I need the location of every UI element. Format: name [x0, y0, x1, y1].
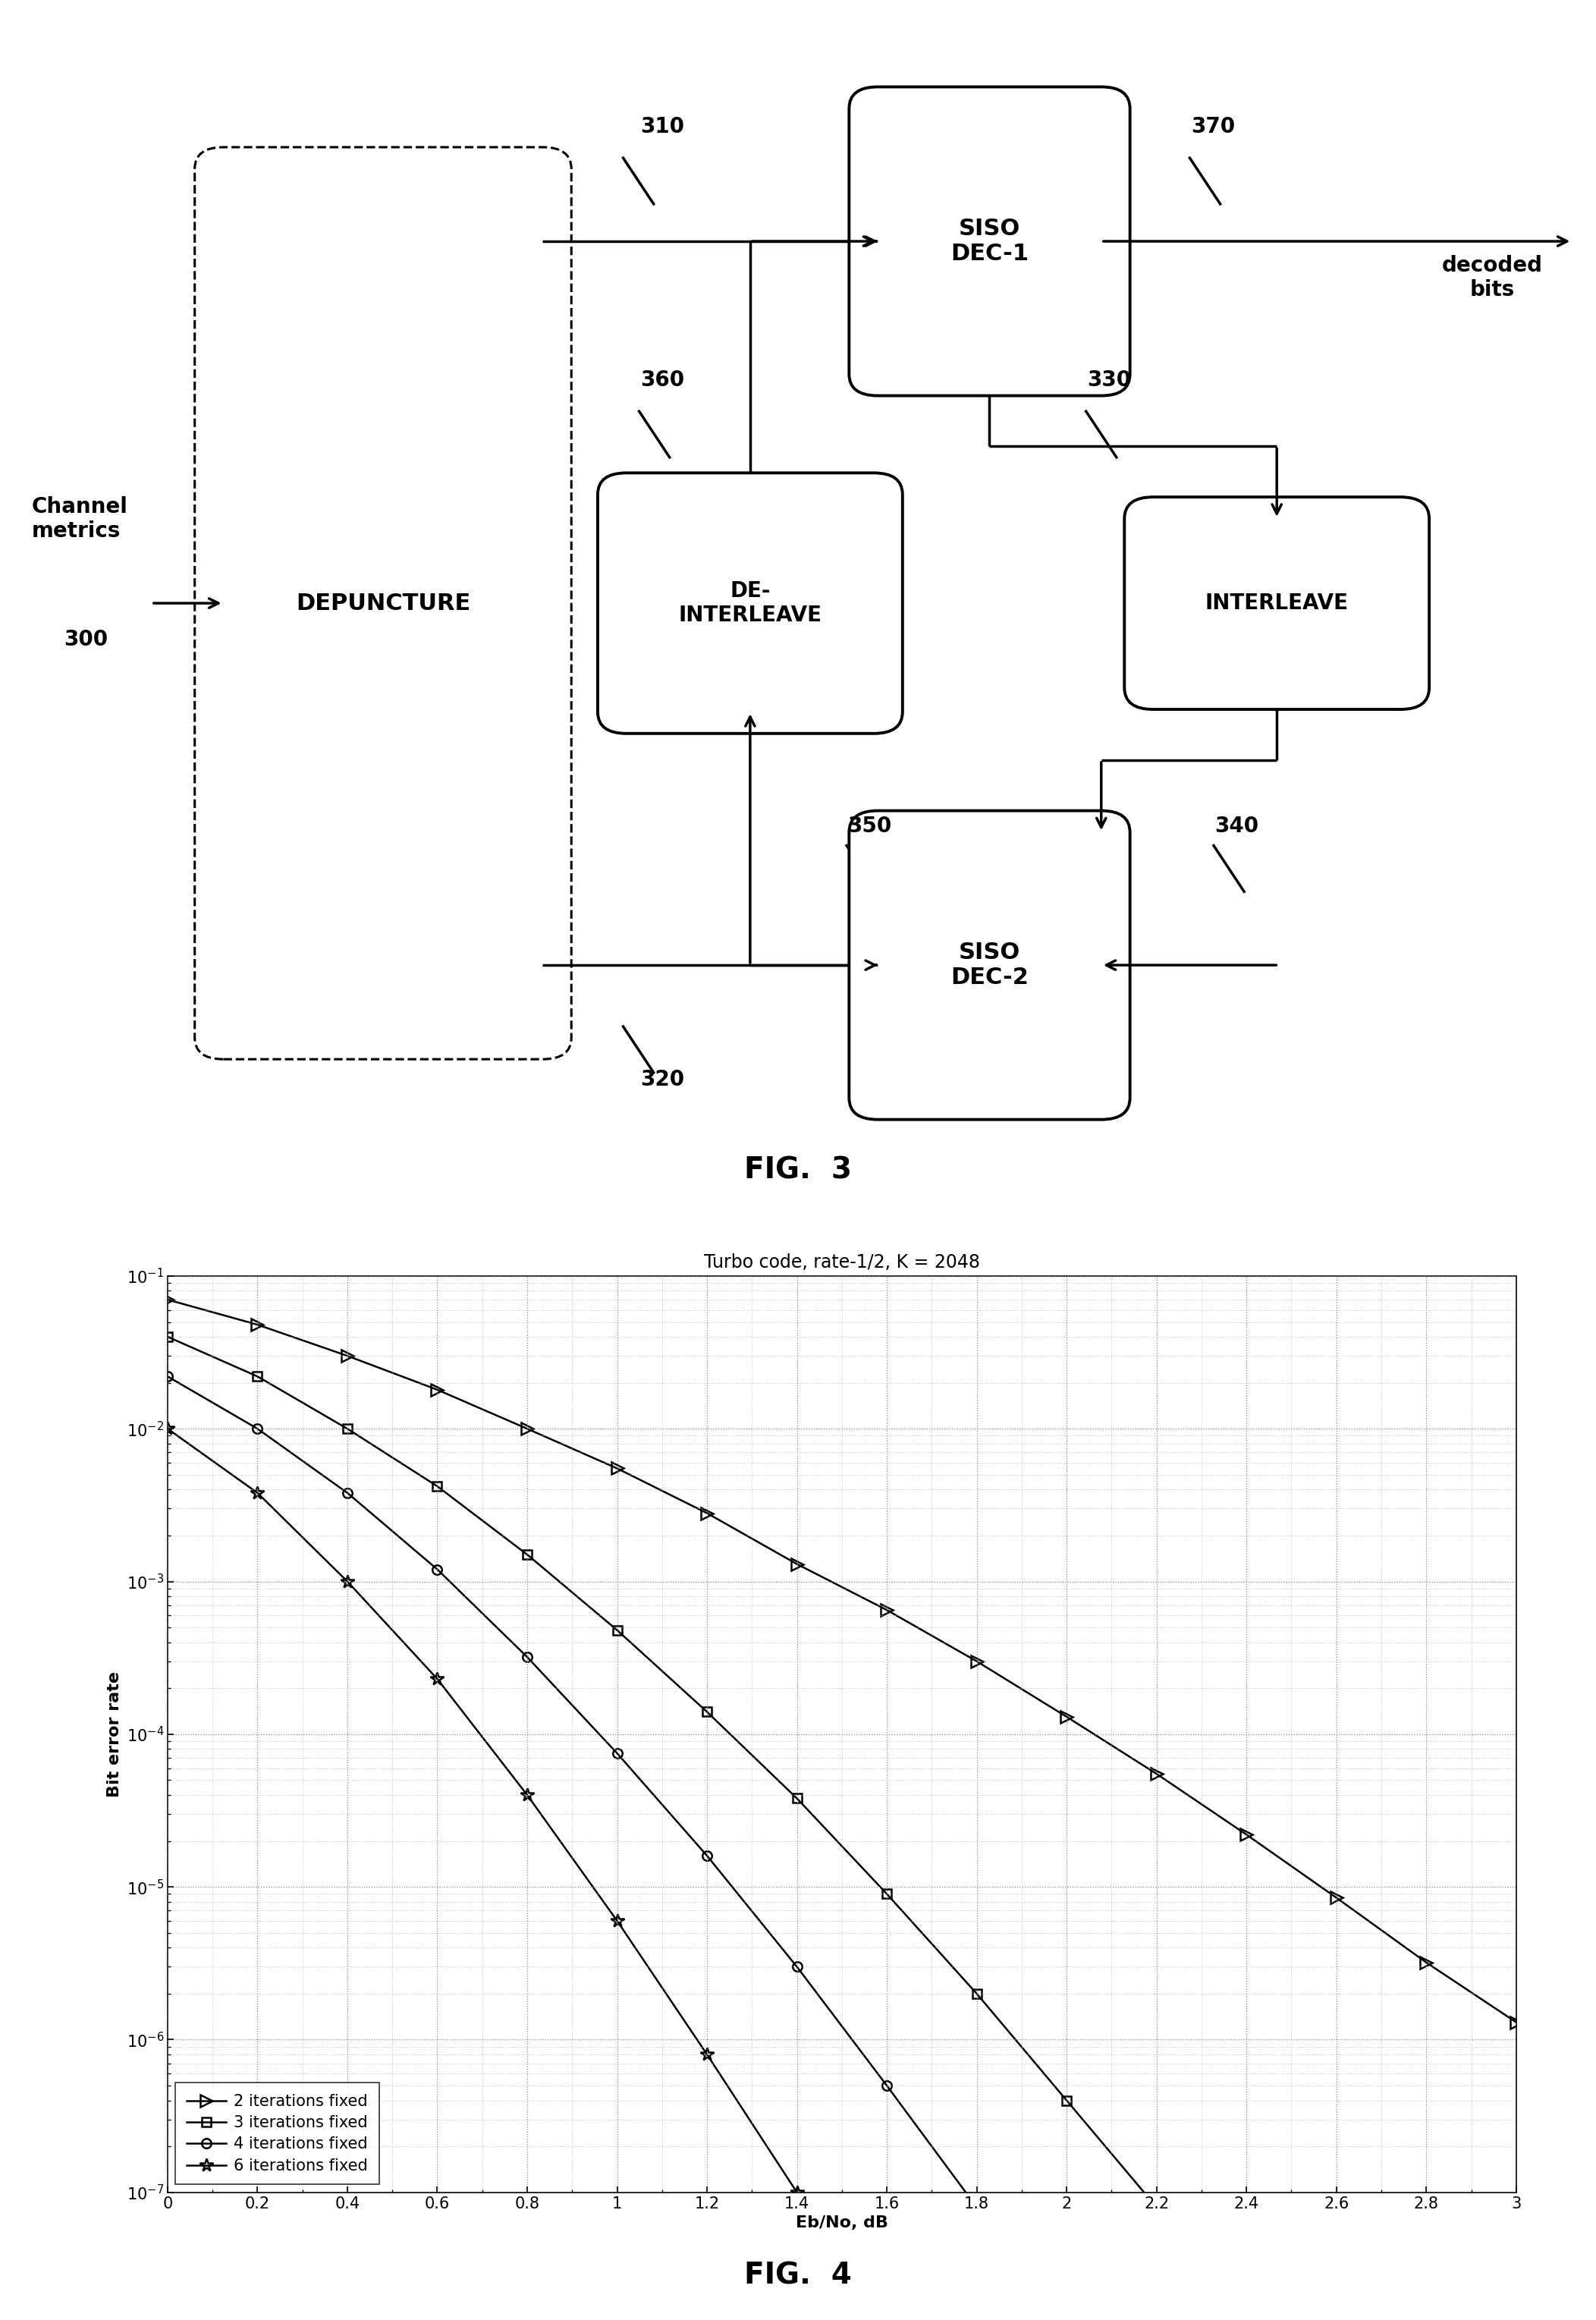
Text: 350: 350 [847, 817, 892, 838]
4 iterations fixed [608, 1740, 627, 1768]
4 iterations fixed [1057, 2313, 1076, 2320]
6 iterations fixed [338, 1568, 358, 1596]
2 iterations fixed [697, 1499, 717, 1527]
2 iterations fixed [338, 1341, 358, 1369]
Text: 310: 310 [640, 116, 685, 137]
2 iterations fixed [608, 1455, 627, 1482]
3 iterations fixed [428, 1473, 447, 1501]
3 iterations fixed [1215, 2285, 1234, 2313]
2 iterations fixed [517, 1415, 536, 1443]
4 iterations fixed [158, 1362, 177, 1390]
4 iterations fixed [338, 1478, 358, 1506]
6 iterations fixed [247, 1478, 267, 1506]
3 iterations fixed [247, 1362, 267, 1390]
6 iterations fixed [608, 1907, 627, 1935]
2 iterations fixed [1326, 1884, 1345, 1912]
4 iterations fixed [967, 2192, 986, 2220]
Text: 320: 320 [640, 1070, 685, 1090]
Y-axis label: Bit error rate: Bit error rate [107, 1670, 123, 1798]
Text: FIG.  3: FIG. 3 [744, 1155, 852, 1186]
4 iterations fixed [247, 1415, 267, 1443]
2 iterations fixed [1237, 1821, 1256, 1849]
3 iterations fixed [1057, 2086, 1076, 2114]
FancyBboxPatch shape [849, 86, 1130, 397]
3 iterations fixed [517, 1540, 536, 1568]
Text: DE-
INTERLEAVE: DE- INTERLEAVE [678, 580, 822, 626]
Line: 3 iterations fixed: 3 iterations fixed [163, 1332, 1229, 2304]
Line: 4 iterations fixed: 4 iterations fixed [163, 1371, 1140, 2320]
Line: 2 iterations fixed: 2 iterations fixed [161, 1295, 1523, 2028]
Text: INTERLEAVE: INTERLEAVE [1205, 592, 1349, 615]
6 iterations fixed [697, 2042, 717, 2069]
4 iterations fixed [428, 1554, 447, 1582]
4 iterations fixed [787, 1953, 806, 1981]
Text: SISO
DEC-2: SISO DEC-2 [951, 942, 1028, 988]
3 iterations fixed [878, 1879, 897, 1907]
3 iterations fixed [608, 1617, 627, 1645]
FancyBboxPatch shape [597, 473, 902, 733]
6 iterations fixed [878, 2308, 897, 2320]
6 iterations fixed [428, 1666, 447, 1694]
4 iterations fixed [517, 1643, 536, 1670]
Text: 330: 330 [1087, 369, 1132, 390]
6 iterations fixed [787, 2178, 806, 2206]
Text: DEPUNCTURE: DEPUNCTURE [295, 592, 471, 615]
2 iterations fixed [1417, 1949, 1436, 1977]
4 iterations fixed [878, 2072, 897, 2100]
6 iterations fixed [517, 1782, 536, 1810]
Text: Channel
metrics: Channel metrics [32, 496, 128, 541]
3 iterations fixed [697, 1698, 717, 1726]
3 iterations fixed [1148, 2192, 1167, 2220]
3 iterations fixed [158, 1322, 177, 1350]
2 iterations fixed [967, 1647, 986, 1675]
Text: SISO
DEC-1: SISO DEC-1 [951, 218, 1028, 264]
Text: decoded
bits: decoded bits [1441, 255, 1543, 299]
X-axis label: Eb/No, dB: Eb/No, dB [796, 2216, 887, 2230]
FancyBboxPatch shape [1124, 496, 1430, 710]
Text: 300: 300 [64, 629, 109, 650]
2 iterations fixed [1148, 1761, 1167, 1789]
3 iterations fixed [967, 1979, 986, 2007]
3 iterations fixed [338, 1415, 358, 1443]
Title: Turbo code, rate-1/2, K = 2048: Turbo code, rate-1/2, K = 2048 [704, 1253, 980, 1271]
2 iterations fixed [158, 1285, 177, 1313]
Text: 360: 360 [640, 369, 685, 390]
Text: 340: 340 [1215, 817, 1259, 838]
2 iterations fixed [1507, 2009, 1526, 2037]
4 iterations fixed [697, 1842, 717, 1870]
Line: 6 iterations fixed: 6 iterations fixed [161, 1422, 961, 2320]
2 iterations fixed [428, 1376, 447, 1404]
Legend: 2 iterations fixed, 3 iterations fixed, 4 iterations fixed, 6 iterations fixed: 2 iterations fixed, 3 iterations fixed, … [176, 2083, 380, 2185]
2 iterations fixed [247, 1311, 267, 1339]
FancyBboxPatch shape [195, 146, 571, 1060]
Text: 370: 370 [1191, 116, 1235, 137]
3 iterations fixed [787, 1784, 806, 1812]
2 iterations fixed [787, 1550, 806, 1578]
6 iterations fixed [158, 1415, 177, 1443]
Text: FIG.  4: FIG. 4 [744, 2262, 852, 2290]
2 iterations fixed [878, 1596, 897, 1624]
FancyBboxPatch shape [849, 810, 1130, 1121]
2 iterations fixed [1057, 1703, 1076, 1731]
